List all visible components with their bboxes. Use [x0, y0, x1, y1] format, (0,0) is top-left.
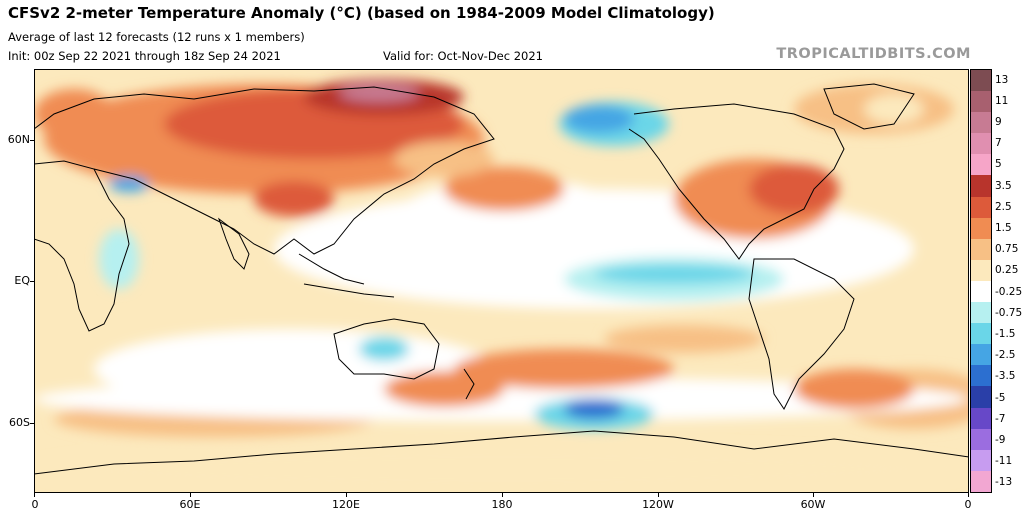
- colorbar-label: 0.25: [995, 264, 1019, 277]
- anomaly-map-svg: [34, 69, 969, 493]
- colorbar-label: -3.5: [995, 370, 1016, 383]
- colorbar-label: 13: [995, 73, 1009, 86]
- colorbar-segment: [971, 154, 991, 176]
- colorbar-segment: [971, 323, 991, 345]
- colorbar-segment: [971, 344, 991, 366]
- lon-label-0-east-edge: 0: [964, 498, 972, 511]
- lon-label-180: 180: [491, 498, 513, 511]
- lon-tick-60w: [813, 493, 814, 497]
- colorbar-segment: [971, 112, 991, 134]
- lon-tick-0-east-edge: [968, 493, 969, 497]
- colorbar-label: 0.75: [995, 243, 1019, 256]
- chart-title: CFSv2 2-meter Temperature Anomaly (°C) (…: [8, 4, 715, 22]
- colorbar-label: -5: [995, 391, 1006, 404]
- forecast-average-subtitle: Average of last 12 forecasts (12 runs x …: [8, 30, 305, 44]
- colorbar-label: 7: [995, 137, 1002, 150]
- colorbar-segment: [971, 302, 991, 324]
- lon-label-0: 0: [31, 498, 39, 511]
- lon-label-60e: 60E: [179, 498, 201, 511]
- lon-label-120w: 120W: [642, 498, 674, 511]
- colorbar-label: -13: [995, 476, 1013, 489]
- valid-period-label: Valid for: Oct-Nov-Dec 2021: [383, 49, 544, 63]
- colorbar-label: -0.25: [995, 285, 1023, 298]
- colorbar-segment: [971, 70, 991, 92]
- colorbar-segment: [971, 259, 991, 281]
- colorbar-label: 9: [995, 116, 1002, 128]
- colorbar-segment: [971, 238, 991, 260]
- colorbar-label: -11: [995, 455, 1013, 468]
- colorbar-segment: [971, 217, 991, 239]
- lat-tick-60n: [30, 140, 34, 141]
- colorbar-segment: [971, 407, 991, 429]
- colorbar-segment: [971, 196, 991, 218]
- colorbar-label: 1.5: [995, 222, 1012, 234]
- colorbar-segment: [971, 133, 991, 155]
- colorbar-label: -2.5: [995, 349, 1016, 362]
- lat-label-60n: 60N: [7, 133, 30, 146]
- anomaly-map[interactable]: [34, 69, 969, 493]
- lon-label-60w: 60W: [800, 498, 826, 511]
- lat-tick-eq: [30, 281, 34, 282]
- lon-label-120e: 120E: [332, 498, 360, 511]
- colorbar-label: -7: [995, 412, 1006, 425]
- colorbar-segment: [971, 428, 991, 450]
- colorbar-label: -0.75: [995, 306, 1023, 319]
- colorbar-label: 2.5: [995, 200, 1012, 213]
- colorbar-segment: [971, 470, 991, 492]
- lon-tick-120e: [346, 493, 347, 497]
- colorbar-segment: [971, 280, 991, 303]
- lon-tick-0: [34, 493, 35, 497]
- colorbar-label: 11: [995, 94, 1009, 107]
- init-time-label: Init: 00z Sep 22 2021 through 18z Sep 24…: [8, 49, 281, 63]
- colorbar-segment: [971, 91, 991, 113]
- colorbar-label: 5: [995, 158, 1002, 171]
- lat-label-eq: EQ: [14, 274, 30, 287]
- colorbar-segment: [971, 175, 991, 197]
- lon-tick-60e: [190, 493, 191, 497]
- lon-tick-120w: [658, 493, 659, 497]
- colorbar-segment: [971, 365, 991, 387]
- colorbar-label: 3.5: [995, 179, 1012, 192]
- colorbar-label: -9: [995, 434, 1006, 446]
- coastlines: [34, 83, 969, 475]
- colorbar-segment: [971, 386, 991, 408]
- colorbar-segment: [971, 449, 991, 471]
- lat-label-60s: 60S: [9, 416, 30, 429]
- brand-watermark: TROPICALTIDBITS.COM: [776, 46, 971, 62]
- lon-tick-180: [502, 493, 503, 497]
- anomaly-field: [34, 79, 969, 493]
- lat-tick-60s: [30, 423, 34, 424]
- colorbar-label: -1.5: [995, 328, 1016, 340]
- colorbar: [970, 69, 992, 493]
